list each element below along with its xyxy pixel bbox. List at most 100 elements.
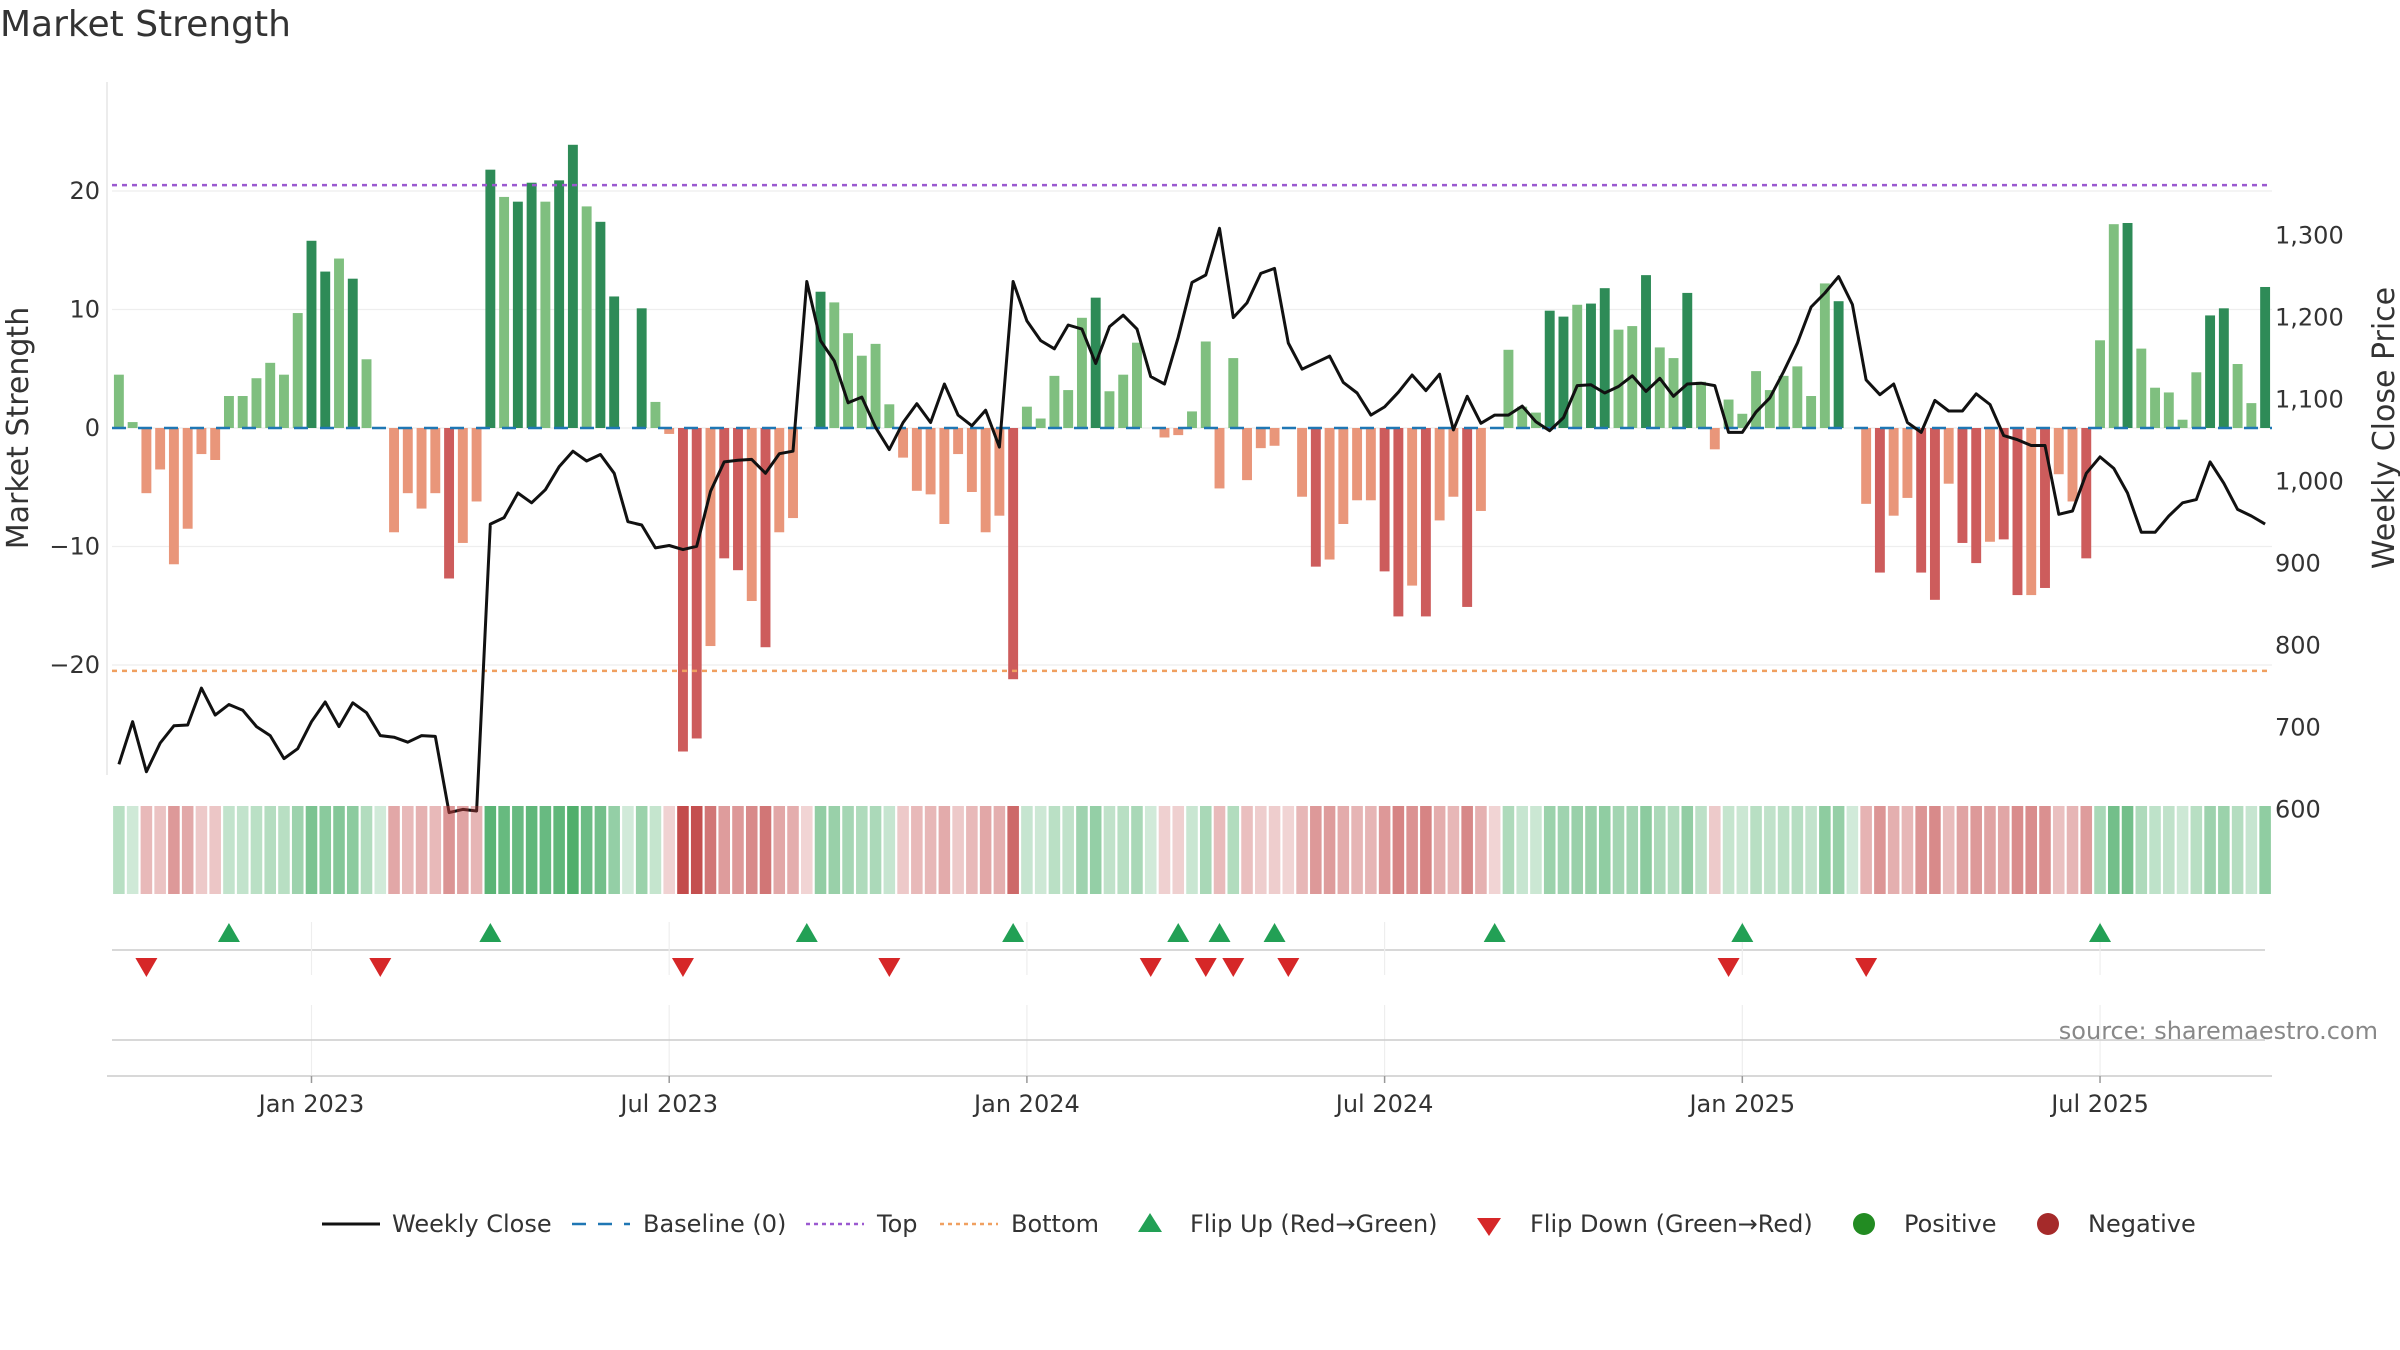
strength-heat-cell bbox=[1268, 806, 1281, 894]
strength-bar bbox=[1187, 411, 1197, 428]
strength-bar bbox=[1888, 428, 1899, 516]
strength-bar bbox=[182, 428, 193, 529]
strength-bar bbox=[1971, 428, 1982, 564]
strength-heat-cell bbox=[1736, 806, 1749, 894]
y2-tick-label: 1,300 bbox=[2275, 222, 2344, 250]
strength-bar bbox=[2177, 419, 2188, 428]
strength-heat-cell bbox=[1970, 806, 1982, 894]
strength-bar bbox=[402, 428, 413, 494]
strength-bar bbox=[2232, 364, 2243, 428]
strength-bar bbox=[939, 428, 950, 524]
strength-heat-cell bbox=[168, 806, 180, 894]
strength-heat-cell bbox=[1282, 806, 1295, 894]
strength-heat-cell bbox=[2066, 806, 2079, 894]
strength-heat-cell bbox=[2176, 806, 2189, 894]
strength-bar bbox=[1943, 428, 1954, 484]
flip-down-marker bbox=[1139, 958, 1162, 977]
strength-heat-cell bbox=[278, 806, 290, 894]
strength-bar bbox=[1985, 428, 1995, 542]
strength-heat-cell bbox=[677, 806, 689, 894]
strength-bar bbox=[1448, 428, 1459, 497]
strength-bar bbox=[1214, 428, 1225, 489]
strength-heat-cell bbox=[1764, 806, 1776, 894]
strength-heat-cell bbox=[1323, 806, 1336, 894]
strength-bar bbox=[1173, 428, 1184, 436]
strength-heat-cell bbox=[1612, 806, 1625, 894]
weekly-close-line bbox=[117, 226, 2266, 815]
strength-bar bbox=[980, 428, 991, 533]
flip-down-marker bbox=[1222, 958, 1245, 977]
strength-heat-cell bbox=[1365, 806, 1377, 894]
flip-down-marker bbox=[878, 958, 901, 977]
y-axis-title: Market Strength bbox=[1, 307, 36, 549]
strength-bar bbox=[499, 196, 510, 428]
strength-heat-cell bbox=[1887, 806, 1900, 894]
strength-bar bbox=[1420, 428, 1431, 617]
strength-heat-cell bbox=[1819, 806, 1831, 894]
strength-bar bbox=[485, 169, 496, 429]
strength-heat-cell bbox=[374, 806, 387, 894]
strength-bar bbox=[1021, 406, 1032, 428]
strength-bar bbox=[1118, 374, 1129, 428]
strength-heat-cell bbox=[649, 806, 662, 894]
strength-heat-cell bbox=[2011, 806, 2024, 894]
strength-heat-cell bbox=[622, 806, 634, 894]
strength-bar bbox=[1819, 283, 1830, 428]
strength-heat-cell bbox=[2245, 806, 2258, 894]
legend-label: Negative bbox=[2088, 1210, 2196, 1238]
strength-bar bbox=[1365, 428, 1376, 501]
strength-heat-cell bbox=[319, 806, 332, 894]
strength-heat-cell bbox=[2149, 806, 2161, 894]
strength-bar bbox=[127, 422, 138, 428]
strength-heat-cell bbox=[1667, 806, 1680, 894]
strength-heat-cell bbox=[1447, 806, 1460, 894]
y2-tick-label: 900 bbox=[2275, 549, 2321, 577]
strength-heat-cell bbox=[663, 806, 675, 894]
strength-heat-cell bbox=[1653, 806, 1666, 894]
strength-heat-cell bbox=[1461, 806, 1473, 894]
strength-heat-cell bbox=[360, 806, 373, 894]
strength-heat-cell bbox=[333, 806, 345, 894]
flip-up-marker bbox=[1731, 923, 1754, 942]
strength-heat-cell bbox=[1929, 806, 1941, 894]
strength-heat-cell bbox=[1034, 806, 1047, 894]
strength-heat-cell bbox=[1516, 806, 1528, 894]
strength-bar bbox=[512, 201, 523, 428]
strength-bar bbox=[279, 374, 289, 428]
strength-heat-cell bbox=[2259, 806, 2271, 894]
strength-bar bbox=[471, 428, 482, 502]
strength-heat-cell bbox=[897, 806, 909, 894]
strength-heat-cell bbox=[1722, 806, 1735, 894]
strength-heat-cell bbox=[457, 806, 469, 894]
strength-heat-cell bbox=[2190, 806, 2203, 894]
strength-bar bbox=[1833, 301, 1844, 428]
strength-heat-cell bbox=[1984, 806, 1996, 894]
strength-bar bbox=[1297, 428, 1308, 497]
strength-heat-cell bbox=[814, 806, 827, 894]
legend-label: Positive bbox=[1904, 1210, 1997, 1238]
strength-bar bbox=[1008, 428, 1019, 680]
strength-heat-cell bbox=[113, 806, 125, 894]
strength-heat-cell bbox=[718, 806, 731, 894]
strength-bar bbox=[953, 428, 964, 455]
strength-heat-cell bbox=[2218, 806, 2230, 894]
strength-heat-cell bbox=[1021, 806, 1033, 894]
strength-heat-cell bbox=[1392, 806, 1405, 894]
source-note: source: sharemaestro.com bbox=[2059, 1017, 2378, 1045]
flip-down-marker bbox=[1277, 958, 1300, 977]
y-tick-label: 10 bbox=[69, 296, 100, 324]
strength-heat-cell bbox=[1942, 806, 1955, 894]
strength-heat-cell bbox=[966, 806, 978, 894]
strength-heat-cell bbox=[800, 806, 813, 894]
strength-heat-cell bbox=[1144, 806, 1157, 894]
strength-bar bbox=[2122, 222, 2133, 428]
strength-bar bbox=[994, 428, 1005, 516]
strength-heat-cell bbox=[1681, 806, 1694, 894]
flip-up-marker bbox=[1002, 923, 1025, 942]
strength-heat-cell bbox=[250, 806, 263, 894]
strength-heat-cell bbox=[993, 806, 1006, 894]
strength-heat-cell bbox=[2135, 806, 2148, 894]
strength-heat-cell bbox=[1186, 806, 1198, 894]
strength-heat-cell bbox=[732, 806, 744, 894]
strength-bar bbox=[2067, 428, 2078, 502]
